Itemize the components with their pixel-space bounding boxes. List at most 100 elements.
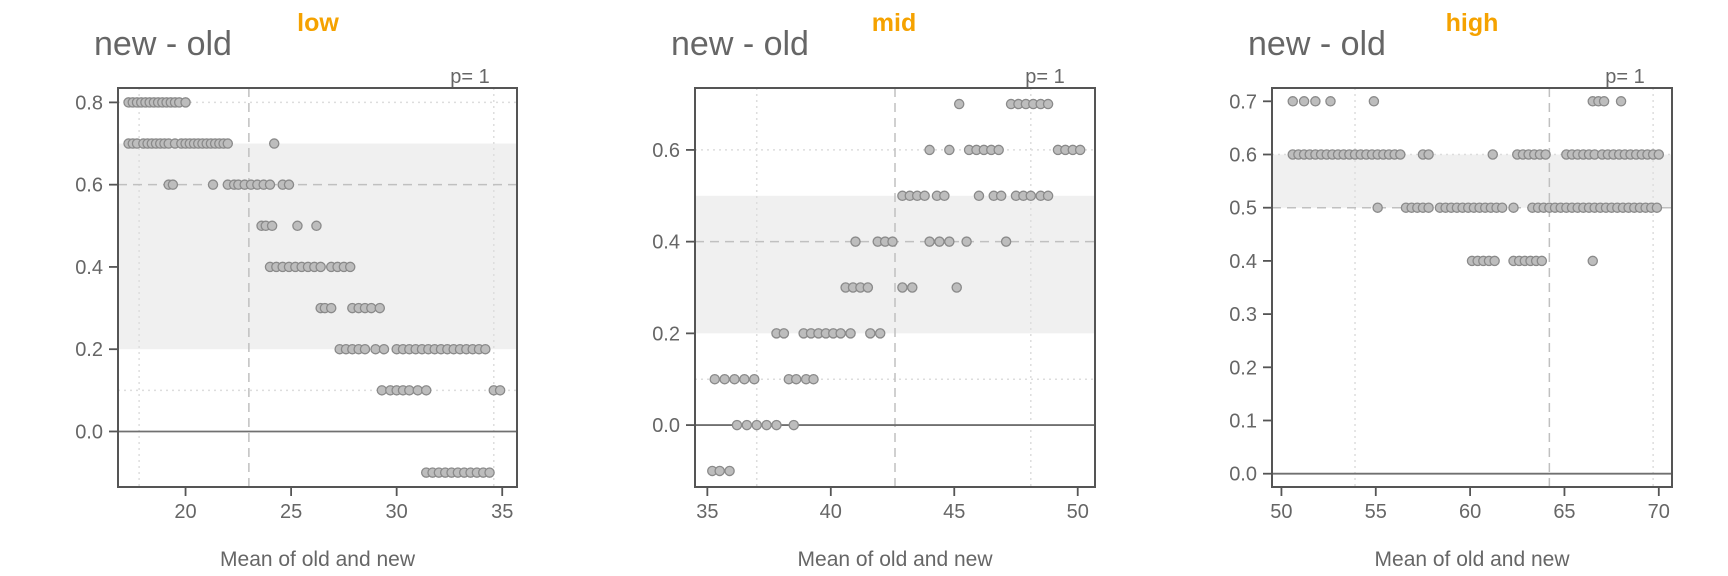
p-value-label: p= 1 [1605, 66, 1644, 88]
data-point [1487, 149, 1499, 160]
data-point [865, 328, 876, 339]
x-axis-label: Mean of old and new [1375, 548, 1571, 571]
panel-mid: 0.0 0.2 0.4 0.6 35 40 45 50 Mean of old and new n… [652, 9, 1096, 571]
data-point [222, 138, 234, 149]
data-point [1395, 149, 1406, 160]
data-point [961, 236, 972, 247]
data-point [808, 373, 819, 385]
x-axis-label: Mean of old and new [798, 548, 994, 571]
data-point [1540, 149, 1551, 160]
data-point [714, 465, 725, 477]
panel-title: mid [872, 9, 916, 37]
y-tick-label: 0.0 [1229, 464, 1257, 486]
data-point [1368, 96, 1380, 107]
p-value-label: p= 1 [450, 66, 489, 88]
data-point [951, 282, 962, 293]
y-tick-label: 0.2 [1229, 357, 1257, 379]
data-point [924, 236, 935, 247]
data-point [1287, 96, 1299, 107]
x-tick-label: 45 [943, 501, 965, 523]
data-point [1000, 236, 1012, 247]
data-point [207, 179, 219, 190]
data-point [1489, 255, 1500, 267]
x-tick-label: 40 [820, 501, 842, 523]
data-point [1496, 202, 1508, 213]
data-point [494, 385, 506, 396]
data-point [749, 373, 760, 385]
data-point [835, 328, 846, 339]
data-point [1587, 255, 1599, 267]
data-point [167, 179, 179, 190]
data-point [180, 97, 191, 108]
data-point [934, 236, 945, 247]
data-point [731, 419, 743, 431]
y-tick-label: 0.6 [75, 175, 103, 197]
y-tick-label: 0.7 [1229, 91, 1257, 113]
data-point [1372, 202, 1383, 213]
data-point [266, 220, 278, 232]
data-point [268, 138, 280, 149]
panel-title: low [297, 9, 339, 37]
data-point [850, 236, 861, 247]
y-tick-label: 0.0 [75, 421, 103, 443]
data-point [325, 302, 337, 314]
panel-title: high [1446, 9, 1499, 37]
y-tick-label: 0.6 [1229, 145, 1257, 167]
agreement-band [118, 143, 517, 350]
data-point [761, 419, 772, 431]
x-tick-label: 30 [386, 501, 408, 523]
data-point [311, 220, 322, 232]
x-tick-label: 35 [696, 501, 718, 523]
data-point [1042, 98, 1054, 110]
x-tick-label: 60 [1459, 501, 1481, 523]
data-point [709, 373, 721, 385]
data-point [1598, 96, 1610, 107]
data-point [1423, 202, 1434, 213]
data-point [862, 282, 874, 293]
data-point [887, 236, 898, 247]
x-tick-label: 20 [174, 501, 196, 523]
data-point [374, 302, 386, 314]
data-point [1423, 149, 1434, 160]
data-point [944, 144, 955, 156]
data-point [739, 373, 750, 385]
data-point [1508, 202, 1519, 213]
y-tick-label: 0.4 [1229, 251, 1257, 273]
x-tick-label: 70 [1648, 501, 1670, 523]
y-axis-title: new - old [671, 25, 809, 63]
data-point [919, 190, 930, 202]
data-point [924, 144, 935, 156]
panel-high: 0.0 0.1 0.2 0.3 0.4 0.5 0.6 0.7 50 55 60 65 70 Mean o… [1229, 9, 1673, 571]
y-tick-label: 0.2 [75, 339, 103, 361]
x-tick-label: 55 [1365, 501, 1387, 523]
data-point [1298, 96, 1310, 107]
data-point [874, 328, 886, 339]
y-tick-label: 0.2 [652, 323, 680, 345]
x-tick-label: 50 [1067, 501, 1089, 523]
data-point [344, 261, 356, 273]
data-point [378, 343, 390, 355]
data-point [1615, 96, 1627, 107]
data-point [993, 144, 1004, 156]
data-point [1042, 190, 1054, 202]
data-point [292, 220, 303, 232]
p-value-label: p= 1 [1025, 66, 1064, 88]
data-point [944, 236, 955, 247]
data-point [1325, 96, 1336, 107]
y-tick-label: 0.1 [1229, 411, 1257, 433]
y-tick-label: 0.4 [652, 232, 680, 254]
data-point [1025, 190, 1037, 202]
x-axis-label: Mean of old and new [220, 548, 416, 571]
data-point [897, 282, 908, 293]
data-point [778, 328, 790, 339]
data-point [995, 190, 1007, 202]
data-point [1653, 149, 1665, 160]
data-point [751, 419, 762, 431]
data-point [264, 179, 276, 190]
agreement-band [1272, 154, 1672, 208]
data-point [790, 373, 802, 385]
data-point [1536, 255, 1548, 267]
data-point [420, 385, 432, 396]
data-point [939, 190, 950, 202]
data-point [1074, 144, 1086, 156]
